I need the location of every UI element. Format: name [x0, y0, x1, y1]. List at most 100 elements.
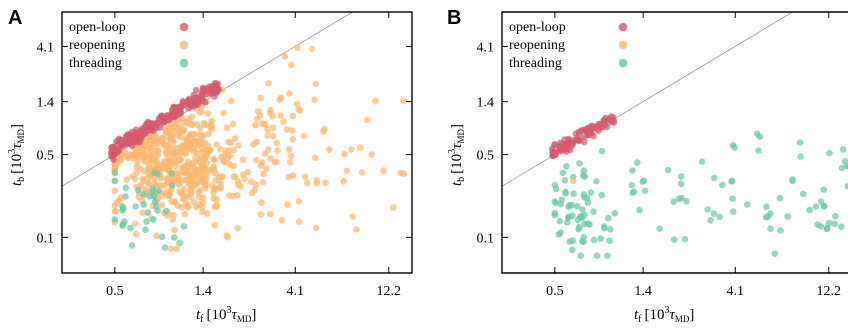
- reopening-point: [220, 158, 227, 165]
- legend-reopening-marker: [618, 40, 628, 50]
- reopening-point: [193, 121, 201, 128]
- legend-open-loop-label: open-loop: [69, 20, 126, 35]
- open-loop-point: [129, 138, 137, 146]
- panel-a-points: [108, 44, 407, 253]
- svg-text:tb[103τMD]: tb[103τMD]: [447, 124, 467, 186]
- reopening-point: [252, 156, 260, 164]
- reopening-point: [216, 184, 223, 192]
- threading-point: [636, 206, 643, 214]
- reopening-point: [196, 130, 204, 138]
- reopening-point: [304, 179, 311, 187]
- y-tick-label: 1.4: [477, 96, 495, 111]
- threading-point: [150, 192, 158, 200]
- reopening-point: [190, 137, 198, 145]
- threading-point: [639, 178, 646, 185]
- reopening-point: [265, 146, 272, 153]
- threading-point: [604, 214, 612, 222]
- threading-point: [565, 213, 572, 221]
- reopening-point: [267, 106, 274, 114]
- threading-point: [127, 224, 134, 232]
- reopening-point: [169, 216, 176, 223]
- y-tick-label: 4.1: [37, 40, 55, 55]
- reopening-point: [196, 158, 203, 166]
- threading-point: [150, 216, 157, 223]
- reopening-point: [320, 128, 327, 135]
- open-loop-point: [594, 125, 601, 133]
- reopening-point: [210, 165, 218, 173]
- threading-point: [563, 163, 570, 170]
- reopening-point: [153, 149, 161, 157]
- threading-point: [670, 198, 677, 205]
- threading-point: [681, 235, 689, 243]
- reopening-point: [258, 159, 266, 166]
- threading-point: [826, 149, 833, 157]
- reopening-point: [181, 210, 189, 218]
- open-loop-point: [215, 86, 222, 93]
- reopening-point: [171, 198, 178, 205]
- reopening-point: [281, 53, 289, 60]
- threading-point: [799, 190, 807, 198]
- reopening-point: [289, 127, 296, 134]
- panel-b-ylabel: tb[103τMD]: [447, 124, 467, 186]
- reopening-point: [173, 144, 180, 152]
- reopening-point: [182, 150, 189, 158]
- open-loop-point: [199, 97, 206, 104]
- threading-point: [143, 218, 150, 225]
- reopening-point: [286, 90, 293, 97]
- reopening-point: [199, 148, 206, 156]
- open-loop-point: [548, 145, 556, 153]
- threading-point: [168, 182, 176, 189]
- reopening-point: [116, 196, 123, 204]
- threading-point: [604, 252, 611, 259]
- svg-text:tb[103τMD]: tb[103τMD]: [7, 124, 27, 186]
- open-loop-point: [177, 109, 185, 117]
- threading-point: [598, 147, 606, 155]
- threading-point: [796, 139, 804, 146]
- threading-point: [132, 203, 139, 210]
- reopening-point: [134, 158, 141, 166]
- reopening-point: [165, 149, 172, 157]
- open-loop-point: [158, 114, 166, 122]
- threading-point: [144, 209, 152, 216]
- reopening-point: [276, 96, 284, 103]
- reopening-point: [300, 132, 308, 140]
- x-tick-label: 4.1: [727, 284, 745, 299]
- y-tick-label: 0.1: [477, 231, 495, 246]
- threading-point: [641, 187, 649, 195]
- threading-point: [838, 223, 845, 230]
- reopening-point: [198, 108, 205, 115]
- panel-b-xlabel: tf [103τMD]: [634, 305, 694, 325]
- threading-point: [606, 237, 613, 244]
- threading-point: [817, 223, 825, 230]
- threading-point: [698, 158, 706, 165]
- reopening-point: [277, 112, 285, 119]
- reopening-point: [123, 176, 130, 184]
- threading-point: [677, 173, 685, 180]
- threading-point: [161, 244, 169, 251]
- reopening-point: [125, 154, 132, 162]
- threading-point: [563, 219, 571, 226]
- reopening-point: [205, 130, 212, 137]
- threading-point: [755, 147, 762, 154]
- threading-point: [719, 181, 726, 189]
- threading-point: [557, 200, 565, 208]
- threading-point: [580, 234, 587, 241]
- threading-point: [825, 219, 833, 227]
- reopening-point: [133, 163, 140, 171]
- threading-point: [593, 252, 601, 259]
- reopening-point: [348, 146, 355, 153]
- threading-point: [844, 183, 848, 190]
- threading-point: [562, 190, 569, 197]
- threading-point: [789, 177, 796, 185]
- y-tick-label: 4.1: [477, 40, 495, 55]
- reopening-point: [185, 204, 192, 211]
- reopening-point: [158, 202, 166, 209]
- reopening-point: [183, 144, 190, 151]
- threading-point: [551, 198, 559, 205]
- reopening-point: [111, 208, 119, 215]
- threading-point: [611, 210, 619, 217]
- reopening-point: [341, 150, 348, 158]
- threading-point: [584, 220, 592, 228]
- legend-reopening-marker: [179, 40, 189, 50]
- reopening-point: [287, 159, 294, 166]
